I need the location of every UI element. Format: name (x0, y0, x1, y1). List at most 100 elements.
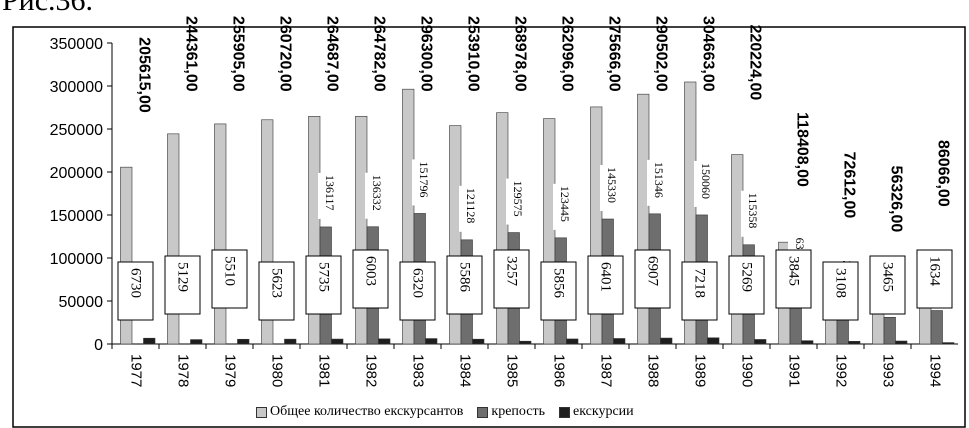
legend-swatch-total (256, 406, 267, 418)
bar-total (355, 115, 368, 345)
data-label-fortress: 121128 (464, 188, 478, 224)
data-label-total: 205615,00 (136, 37, 153, 113)
fortress-label-box (553, 183, 568, 230)
excursion-label-box (446, 255, 483, 315)
excursion-label-box (634, 249, 671, 309)
data-label-total: 275666,00 (606, 16, 623, 92)
bar-excursions (378, 338, 391, 345)
bar-excursions (566, 338, 579, 345)
y-tick-label: 50000 (59, 294, 104, 311)
x-tick-label: 1994 (927, 354, 944, 387)
x-tick-label: 1980 (269, 354, 286, 387)
excursion-label-box (117, 261, 154, 321)
data-label-excursions: 3845 (786, 256, 802, 286)
y-tick-label: 200000 (50, 165, 103, 182)
excursion-label-box (681, 261, 718, 321)
fortress-label-box (412, 159, 427, 206)
data-label-excursions: 6401 (598, 262, 614, 292)
data-label-total: 268978,00 (512, 16, 529, 92)
data-label-total: 220224,00 (747, 25, 764, 101)
excursion-label-box (540, 261, 577, 321)
data-label-excursions: 5623 (269, 268, 285, 298)
data-label-excursions: 1634 (927, 256, 943, 287)
fortress-label-box (741, 190, 756, 237)
x-tick-label: 1982 (363, 354, 380, 387)
bar-total (496, 112, 509, 345)
bar-total (731, 154, 744, 345)
legend-item-excursions: екскурсии (558, 404, 634, 420)
data-label-total: 264782,00 (371, 16, 388, 92)
x-tick-label: 1984 (457, 354, 474, 387)
y-tick-label: 350000 (50, 36, 103, 53)
fortress-label-box (365, 172, 380, 219)
excursion-label-box (728, 255, 765, 315)
y-tick-label: 100000 (50, 251, 103, 268)
x-tick-label: 1987 (598, 354, 615, 387)
data-label-excursions: 5129 (175, 262, 191, 292)
fortress-label-box (694, 160, 709, 207)
legend: Общее количество екскурсантов крепость е… (256, 404, 648, 420)
y-tick-label: 0 (94, 337, 103, 354)
x-tick-label: 1989 (692, 354, 709, 387)
bar-excursions (613, 338, 626, 345)
excursion-label-box (211, 249, 248, 309)
y-tick-label: 250000 (50, 122, 103, 139)
excursion-label-box (587, 255, 624, 315)
bar-fortress (930, 310, 943, 345)
fortress-label-box (459, 185, 474, 232)
bar-excursions (707, 337, 720, 345)
data-label-total: 244361,00 (183, 16, 200, 92)
bar-excursions (519, 340, 532, 345)
bar-excursions (190, 339, 203, 345)
bar-excursions (660, 337, 673, 345)
legend-item-total: Общее количество екскурсантов (256, 404, 463, 420)
data-label-total: 260720,00 (277, 16, 294, 92)
data-label-excursions: 3257 (504, 256, 520, 287)
bar-excursions (331, 338, 344, 345)
data-label-excursions: 5856 (551, 268, 567, 299)
x-tick-label: 1983 (410, 354, 427, 387)
data-label-total: 86066,00 (935, 140, 952, 207)
data-label-excursions: 5735 (316, 262, 332, 292)
data-label-fortress: 136117 (323, 175, 337, 211)
excursion-label-box (916, 249, 953, 309)
data-label-total: 264687,00 (324, 16, 341, 92)
data-label-excursions: 6003 (363, 256, 379, 286)
data-label-fortress: 150060 (699, 163, 713, 199)
data-label-fortress: 151796 (417, 161, 431, 197)
x-tick-label: 1993 (880, 354, 897, 387)
excursion-label-box (164, 255, 201, 315)
data-labels: 205615,00 6730 244361,00 5129 255905,00 5510 2… (117, 16, 953, 321)
excursion-label-box (869, 255, 906, 315)
bar-excursions (143, 337, 156, 345)
y-tick-label: 150000 (50, 208, 103, 225)
excursion-label-box (775, 249, 812, 309)
x-axis: 1977 1978 1979 1980 1981 1982 1983 1984 1985 1986… (111, 343, 958, 387)
bar-excursions (895, 340, 908, 345)
data-label-fortress: 129575 (511, 181, 525, 217)
excursion-label-box (352, 249, 389, 309)
y-tick-label: 300000 (50, 79, 103, 96)
data-label-excursions: 5269 (739, 262, 755, 292)
data-label-total: 255905,00 (230, 16, 247, 92)
excursion-label-box (305, 255, 342, 315)
data-label-fortress: 151346 (652, 162, 666, 198)
legend-item-fortress: крепость (477, 404, 545, 420)
bar-excursions (425, 338, 438, 345)
x-tick-label: 1977 (128, 354, 145, 387)
excursion-label-box (258, 261, 295, 321)
fortress-label-box (647, 159, 662, 206)
data-label-excursions: 6320 (410, 268, 426, 298)
data-label-excursions: 3465 (880, 262, 896, 292)
data-label-excursions: 6907 (645, 256, 661, 287)
data-label-excursions: 3108 (833, 268, 849, 298)
excursion-label-box (399, 261, 436, 321)
data-label-fortress: 145330 (605, 167, 619, 203)
data-label-total: 262096,00 (559, 16, 576, 92)
bar-total (214, 123, 227, 345)
data-label-total: 304663,00 (700, 16, 717, 92)
data-label-total: 253910,00 (465, 16, 482, 92)
x-tick-label: 1988 (645, 354, 662, 387)
y-axis: 0 50000 100000 150000 200000 250000 300000 3500… (50, 36, 113, 354)
